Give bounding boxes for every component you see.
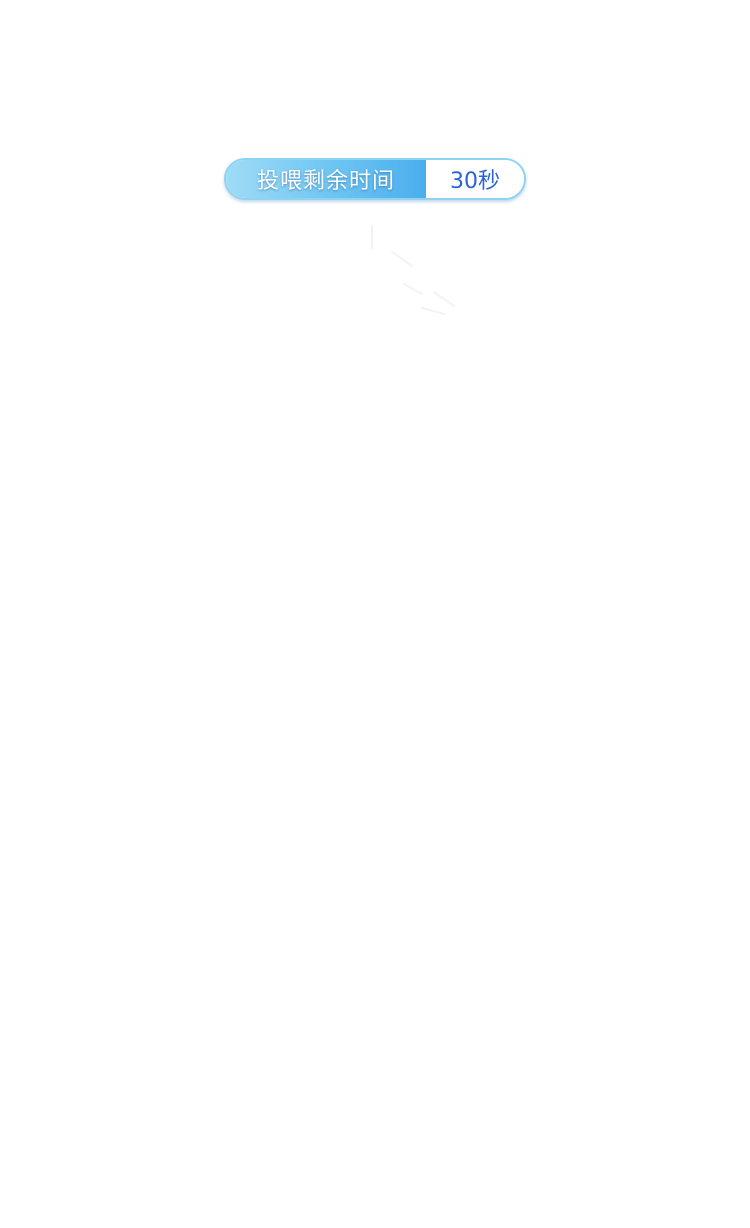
timer-value-section: 30秒 [426,160,524,198]
timer-countdown-value: 30秒 [450,169,500,194]
timer-label: 投喂剩余时间 [256,169,395,194]
feeding-timer-badge: 投喂剩余时间 30秒 [224,158,526,200]
timer-label-section: 投喂剩余时间 [226,160,426,198]
loading-spinner-icon [371,225,455,315]
